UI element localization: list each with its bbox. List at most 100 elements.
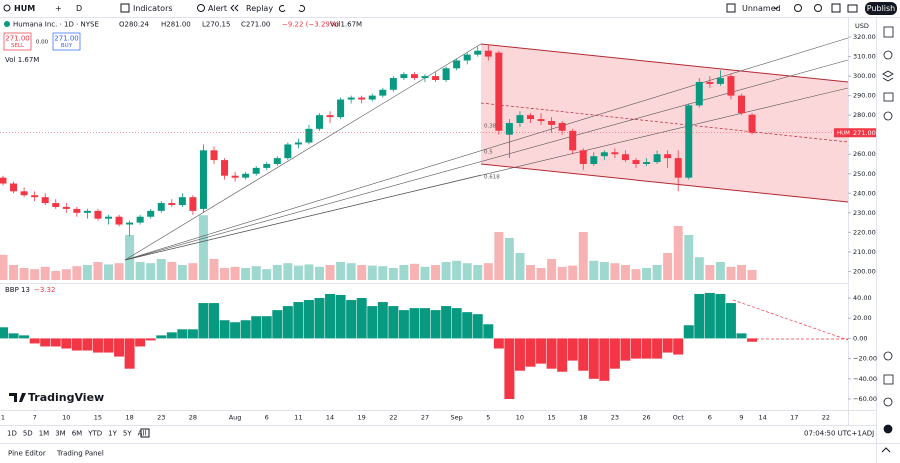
candle-body bbox=[410, 74, 418, 79]
last-price-symbol: HUM bbox=[837, 131, 850, 137]
sell-label[interactable]: SELL bbox=[11, 43, 25, 49]
range-button[interactable]: 3M bbox=[55, 430, 66, 438]
legend-high: H281.00 bbox=[161, 21, 191, 29]
legend-open: O280.24 bbox=[119, 21, 150, 29]
channel-upper bbox=[480, 43, 849, 83]
candle-body bbox=[358, 97, 366, 100]
publish-label[interactable]: Publish bbox=[867, 4, 896, 13]
volume-bar bbox=[663, 253, 673, 280]
volume-bar bbox=[346, 263, 356, 280]
bbp-bar bbox=[451, 308, 462, 339]
buy-label[interactable]: BUY bbox=[61, 43, 73, 49]
range-button[interactable]: YTD bbox=[87, 430, 102, 438]
layout-name[interactable]: Unnamed bbox=[742, 4, 781, 13]
range-button[interactable]: 1Y bbox=[108, 430, 117, 438]
volume-bar bbox=[599, 262, 609, 280]
candle-body bbox=[242, 173, 250, 178]
candle-body bbox=[600, 152, 608, 157]
fib-label: 0.618 bbox=[484, 175, 500, 181]
alerts-icon[interactable] bbox=[883, 50, 893, 60]
volume-bar bbox=[557, 266, 567, 280]
settings[interactable] bbox=[814, 4, 822, 12]
y-tick-label: −40.00 bbox=[853, 375, 877, 383]
adj-toggle[interactable]: ADJ bbox=[862, 430, 874, 438]
symbol[interactable]: HUM bbox=[14, 4, 35, 13]
x-tick-label: 6 bbox=[708, 414, 712, 422]
alert-button[interactable]: Alert bbox=[208, 4, 227, 13]
buy-price[interactable]: 271.00 bbox=[54, 35, 79, 43]
bbp-bar bbox=[29, 338, 40, 344]
bbp-bar bbox=[282, 306, 293, 339]
collapse-panel[interactable] bbox=[881, 447, 891, 453]
data-window-icon[interactable] bbox=[883, 351, 893, 361]
candle-body bbox=[474, 50, 482, 55]
footer-tab[interactable]: Pine Editor bbox=[8, 450, 46, 458]
volume-bar bbox=[642, 268, 652, 280]
range-button[interactable]: 5Y bbox=[123, 430, 132, 438]
bbp-bar bbox=[314, 298, 325, 339]
range-button[interactable]: 1D bbox=[7, 430, 17, 438]
x-tick-label: 10 bbox=[516, 414, 524, 422]
footer-tab[interactable]: Trading Panel bbox=[56, 450, 104, 458]
ideas-icon[interactable] bbox=[883, 111, 893, 121]
apps-icon[interactable] bbox=[883, 424, 893, 434]
volume-bar bbox=[652, 265, 662, 280]
watchlist-icon[interactable] bbox=[883, 26, 894, 38]
bbp-bar bbox=[177, 329, 188, 339]
search-icon[interactable] bbox=[3, 4, 11, 12]
notifications-icon[interactable] bbox=[883, 397, 893, 407]
candle-body bbox=[495, 52, 503, 131]
bbp-bar bbox=[367, 306, 378, 339]
buy-button[interactable] bbox=[52, 32, 81, 51]
candle-body bbox=[199, 150, 207, 209]
add-symbol[interactable]: + bbox=[55, 4, 62, 13]
range-button[interactable]: 5D bbox=[23, 430, 33, 438]
layers-icon[interactable] bbox=[882, 70, 894, 82]
bbp-bar bbox=[187, 329, 198, 339]
indicators-button[interactable]: Indicators bbox=[133, 4, 173, 13]
quick-search[interactable] bbox=[794, 4, 802, 12]
candle-body bbox=[316, 115, 323, 129]
y-tick-label: 20.00 bbox=[853, 314, 872, 322]
range-button[interactable]: All bbox=[138, 430, 147, 438]
candle-body bbox=[442, 68, 450, 81]
publish-button[interactable] bbox=[865, 2, 897, 15]
range-button[interactable]: 1M bbox=[39, 430, 50, 438]
candle-body bbox=[210, 150, 218, 161]
bbp-bar bbox=[683, 325, 694, 339]
bbp-bar bbox=[747, 338, 758, 342]
y-tick-label: 210.00 bbox=[853, 248, 876, 256]
calendar-icon[interactable] bbox=[883, 374, 894, 385]
volume-bar bbox=[198, 215, 208, 280]
toolbar bbox=[0, 0, 900, 17]
replay-button[interactable]: Replay bbox=[246, 4, 273, 13]
bbp-bar bbox=[662, 338, 673, 353]
x-tick-label: 5 bbox=[486, 414, 490, 422]
volume-bar bbox=[82, 265, 92, 280]
bbp-bar bbox=[50, 338, 61, 347]
volume-bar bbox=[378, 266, 388, 280]
goto-date[interactable] bbox=[140, 428, 150, 438]
bbp-bar bbox=[209, 303, 219, 339]
bbp-bar bbox=[736, 333, 747, 339]
snapshot[interactable] bbox=[847, 4, 858, 13]
candle-body bbox=[664, 154, 672, 159]
sell-button[interactable] bbox=[3, 32, 32, 51]
range-button[interactable]: 6M bbox=[72, 430, 83, 438]
chat-icon[interactable] bbox=[883, 92, 894, 102]
x-tick-label: 22 bbox=[822, 414, 830, 422]
fullscreen[interactable] bbox=[831, 3, 841, 13]
sell-price[interactable]: 271.00 bbox=[5, 35, 30, 43]
candle-body bbox=[105, 216, 112, 219]
volume-bar bbox=[156, 259, 166, 280]
currency[interactable]: USD bbox=[855, 22, 869, 30]
bbp-bar bbox=[704, 292, 715, 339]
interval[interactable]: D bbox=[76, 4, 82, 13]
candle-body bbox=[147, 210, 155, 217]
layout-menu[interactable] bbox=[773, 6, 779, 10]
y-tick-label: −60.00 bbox=[853, 395, 877, 403]
logo-mark bbox=[9, 393, 26, 402]
x-tick-label: 1 bbox=[1, 414, 5, 422]
volume-bar bbox=[367, 265, 377, 280]
undo-redo[interactable] bbox=[278, 5, 306, 13]
